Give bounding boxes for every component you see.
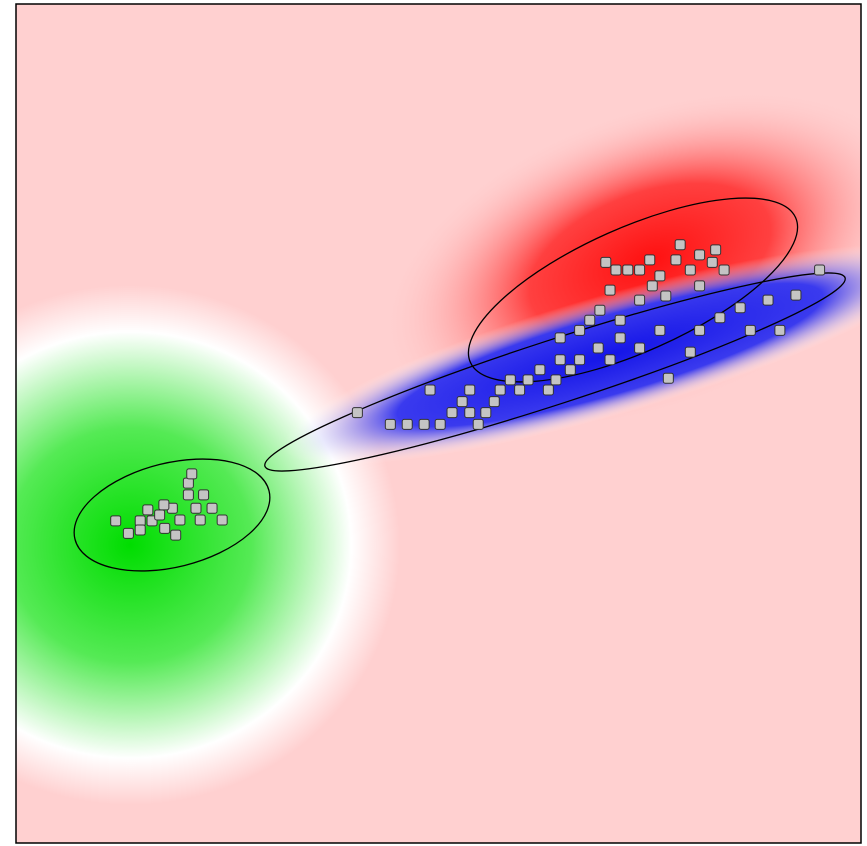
point <box>694 324 706 336</box>
point <box>694 280 706 292</box>
point <box>216 514 228 526</box>
point <box>646 280 658 292</box>
point <box>456 396 468 408</box>
point <box>654 324 666 336</box>
point <box>634 294 646 306</box>
point <box>424 384 436 396</box>
point <box>554 354 566 366</box>
point <box>174 514 186 526</box>
point <box>110 515 122 527</box>
point <box>610 264 622 276</box>
point <box>634 264 646 276</box>
point <box>584 314 596 326</box>
point <box>418 418 430 430</box>
point <box>670 254 682 266</box>
point <box>446 407 458 419</box>
point <box>654 270 666 282</box>
point <box>600 256 612 268</box>
point <box>744 324 756 336</box>
point <box>718 264 730 276</box>
point <box>574 354 586 366</box>
point <box>434 418 446 430</box>
point <box>762 294 774 306</box>
point <box>194 514 206 526</box>
point <box>190 502 202 514</box>
point <box>522 374 534 386</box>
ellipse <box>73 458 271 572</box>
point <box>122 527 134 539</box>
point <box>814 264 826 276</box>
point <box>170 529 182 541</box>
point <box>158 499 170 511</box>
ellipse <box>467 197 799 383</box>
point <box>198 489 210 501</box>
point <box>554 332 566 344</box>
point <box>159 522 171 534</box>
point <box>534 364 546 376</box>
point <box>142 504 154 516</box>
point <box>592 342 604 354</box>
point <box>574 324 586 336</box>
point <box>401 418 413 430</box>
point <box>564 364 576 376</box>
point <box>550 374 562 386</box>
point <box>684 264 696 276</box>
point <box>622 264 634 276</box>
point <box>186 468 198 480</box>
ellipse <box>264 272 846 472</box>
point <box>504 374 516 386</box>
point <box>694 249 706 261</box>
point <box>634 342 646 354</box>
point <box>662 372 674 384</box>
point <box>614 332 626 344</box>
point <box>351 407 363 419</box>
point <box>154 509 166 521</box>
point <box>790 289 802 301</box>
ellipses <box>73 197 846 572</box>
point <box>706 256 718 268</box>
point <box>464 384 476 396</box>
point <box>594 304 606 316</box>
point <box>480 407 492 419</box>
point <box>660 290 672 302</box>
background <box>16 4 861 843</box>
point <box>384 418 396 430</box>
plot-frame <box>15 3 862 844</box>
point <box>710 244 722 256</box>
point <box>134 515 146 527</box>
point <box>684 346 696 358</box>
point <box>488 396 500 408</box>
point <box>182 489 194 501</box>
point <box>182 477 194 489</box>
point <box>542 384 554 396</box>
point <box>674 239 686 251</box>
point <box>734 302 746 314</box>
region <box>16 285 400 805</box>
point <box>134 524 146 536</box>
point <box>604 284 616 296</box>
point <box>472 418 484 430</box>
point <box>774 324 786 336</box>
point <box>604 354 616 366</box>
point <box>494 384 506 396</box>
point <box>514 384 526 396</box>
point <box>614 314 626 326</box>
point <box>644 254 656 266</box>
point <box>464 407 476 419</box>
point <box>714 312 726 324</box>
point <box>206 502 218 514</box>
